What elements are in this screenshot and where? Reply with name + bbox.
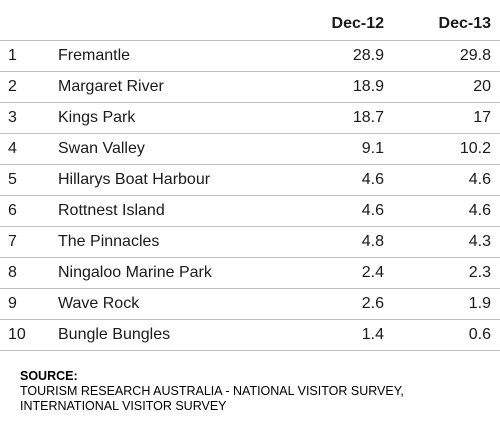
dec-12-value-cell: 4.8 (361, 233, 384, 250)
rank-cell: 8 (8, 264, 17, 281)
attraction-name-cell: Fremantle (58, 47, 131, 64)
column-header-dec-12: Dec-12 (331, 15, 384, 32)
dec-13-value-cell: 4.6 (468, 171, 491, 188)
attraction-name-cell: Kings Park (58, 109, 136, 126)
dec-12-value-cell: 4.6 (361, 171, 384, 188)
source-title: SOURCE: (20, 369, 78, 383)
dec-13-value-cell: 4.6 (468, 202, 491, 219)
table-row: 9 Wave Rock 2.6 1.9 (0, 289, 500, 320)
dec-12-value-cell: 28.9 (352, 47, 384, 64)
dec-13-value-cell: 20 (473, 78, 491, 95)
table-row: 5 Hillarys Boat Harbour 4.6 4.6 (0, 165, 500, 196)
table-row: 7 The Pinnacles 4.8 4.3 (0, 227, 500, 258)
table-header-row: Dec-12 Dec-13 (0, 10, 500, 41)
dec-12-value-cell: 9.1 (361, 140, 384, 157)
table-row: 4 Swan Valley 9.1 10.2 (0, 134, 500, 165)
rank-cell: 1 (8, 47, 17, 64)
source-note: SOURCE: TOURISM RESEARCH AUSTRALIA - NAT… (20, 369, 490, 414)
attraction-name-cell: Hillarys Boat Harbour (58, 171, 211, 188)
rank-cell: 4 (8, 140, 17, 157)
rank-cell: 2 (8, 78, 17, 95)
rank-cell: 7 (8, 233, 17, 250)
table-row: 10 Bungle Bungles 1.4 0.6 (0, 320, 500, 351)
attractions-table: Dec-12 Dec-13 1 Fremantle 28.9 29.8 2 Ma… (0, 10, 500, 351)
attraction-name-cell: Margaret River (58, 78, 164, 95)
rank-cell: 9 (8, 295, 17, 312)
dec-12-value-cell: 2.4 (361, 264, 384, 281)
attraction-name-cell: Ningaloo Marine Park (58, 264, 212, 281)
rank-cell: 5 (8, 171, 17, 188)
dec-13-value-cell: 0.6 (468, 326, 491, 343)
source-text: TOURISM RESEARCH AUSTRALIA - NATIONAL VI… (20, 384, 404, 413)
attraction-name-cell: Swan Valley (58, 140, 145, 157)
attraction-name-cell: The Pinnacles (58, 233, 160, 250)
attraction-name-cell: Bungle Bungles (58, 326, 171, 343)
dec-13-value-cell: 10.2 (459, 140, 491, 157)
dec-12-value-cell: 1.4 (361, 326, 384, 343)
table-row: 6 Rottnest Island 4.6 4.6 (0, 196, 500, 227)
dec-12-value-cell: 2.6 (361, 295, 384, 312)
rank-cell: 6 (8, 202, 17, 219)
column-header-dec-13: Dec-13 (438, 15, 491, 32)
table-row: 8 Ningaloo Marine Park 2.4 2.3 (0, 258, 500, 289)
dec-12-value-cell: 18.7 (352, 109, 384, 126)
table-row: 2 Margaret River 18.9 20 (0, 72, 500, 103)
rank-cell: 10 (8, 326, 26, 343)
dec-12-value-cell: 4.6 (361, 202, 384, 219)
rank-cell: 3 (8, 109, 17, 126)
dec-13-value-cell: 17 (473, 109, 491, 126)
dec-13-value-cell: 2.3 (468, 264, 491, 281)
attraction-name-cell: Wave Rock (58, 295, 140, 312)
attraction-name-cell: Rottnest Island (58, 202, 165, 219)
dec-12-value-cell: 18.9 (352, 78, 384, 95)
dec-13-value-cell: 29.8 (459, 47, 491, 64)
dec-13-value-cell: 1.9 (468, 295, 491, 312)
dec-13-value-cell: 4.3 (468, 233, 491, 250)
table-row: 3 Kings Park 18.7 17 (0, 103, 500, 134)
table-row: 1 Fremantle 28.9 29.8 (0, 41, 500, 72)
